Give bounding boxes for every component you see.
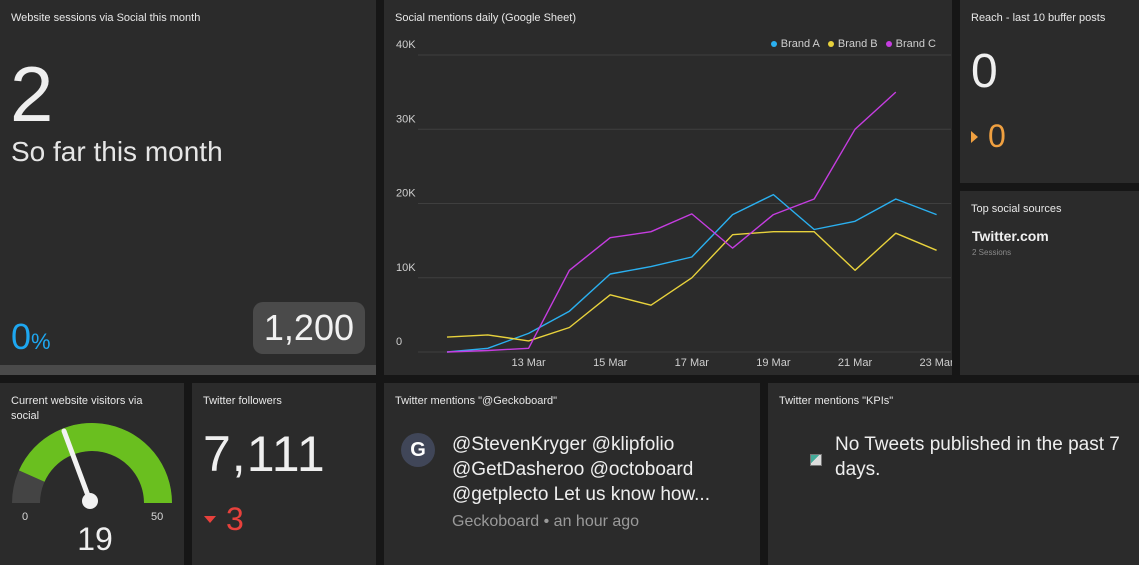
empty-state-text: No Tweets published in the past 7 days. [835, 434, 1120, 480]
reach-value: 0 [971, 45, 998, 98]
gauge-needle [61, 428, 93, 504]
y-tick-label: 10K [396, 262, 416, 274]
x-tick-label: 13 Mar [511, 357, 546, 369]
x-tick-label: 15 Mar [593, 357, 628, 369]
gauge-value: 19 [77, 521, 113, 557]
sessions-percent: 0% [11, 316, 51, 358]
sessions-subtitle: So far this month [11, 136, 223, 167]
legend-item-brand-a: Brand A [770, 38, 820, 50]
gauge-max-label: 50 [151, 511, 164, 523]
widget-title: Twitter mentions "@Geckoboard" [395, 395, 558, 407]
percent-value: 0 [11, 316, 32, 357]
reach-widget: Reach - last 10 buffer posts 0 0 [960, 0, 1139, 183]
triangle-down-icon [204, 516, 216, 523]
tweet-meta: Geckoboard • an hour ago [452, 513, 639, 531]
series-line-brand-c [446, 91, 897, 353]
widget-title: Reach - last 10 buffer posts [971, 12, 1106, 24]
tweet-separator: • [539, 513, 554, 530]
widget-title: Website sessions via Social this month [11, 12, 201, 24]
widget-title: Top social sources [971, 203, 1062, 215]
widget-title: Twitter mentions "KPIs" [779, 395, 894, 407]
tweet-time: an hour ago [553, 513, 640, 530]
visitors-gauge [12, 422, 173, 509]
legend-label: Brand C [895, 38, 936, 50]
gauge-fill [18, 422, 173, 503]
twitter-mentions-geckoboard-widget: Twitter mentions "@Geckoboard" G @Steven… [384, 383, 760, 565]
sources-widget: Top social sources Twitter.com 2 Session… [960, 191, 1139, 375]
y-tick-label: 30K [396, 113, 416, 125]
widget-title: Current website visitors via social [11, 395, 143, 422]
top-source-sessions: 2 Sessions [972, 248, 1012, 257]
y-tick-label: 20K [396, 188, 416, 200]
y-tick-label: 40K [396, 39, 416, 51]
x-tick-label: 19 Mar [756, 357, 791, 369]
mentions-chart-widget: Social mentions daily (Google Sheet) Bra… [384, 0, 952, 375]
widget-title: Twitter followers [203, 395, 282, 407]
tweet-text: @StevenKryger @klipfolio @GetDasheroo @o… [452, 434, 710, 505]
visitors-gauge-widget: Current website visitors via social 0 50… [0, 383, 184, 565]
sessions-value: 2 [10, 50, 54, 138]
legend-dot [827, 41, 834, 47]
gauge-needle-hub [82, 493, 98, 509]
chart-legend: Brand A Brand B Brand C [770, 38, 936, 50]
tweet-author: Geckoboard [452, 513, 540, 530]
mentions-chart: 0 10K 20K 30K 40K 13 Mar 15 Mar 17 Mar 19 Mar 21 … [396, 39, 952, 369]
gauge-min-label: 0 [22, 511, 29, 523]
legend-dot [885, 41, 892, 47]
series-line-brand-a [446, 193, 937, 353]
x-tick-label: 21 Mar [838, 357, 873, 369]
y-tick-label: 0 [396, 336, 402, 348]
x-tick-label: 23 Mar [919, 357, 952, 369]
followers-delta: 3 [204, 501, 244, 538]
broken-image-icon [810, 454, 822, 466]
widget-title: Social mentions daily (Google Sheet) [395, 12, 576, 24]
legend-label: Brand B [837, 38, 878, 50]
series-line-brand-b [446, 230, 937, 342]
sessions-goal: 1,200 [252, 302, 365, 354]
percent-unit: % [31, 329, 51, 354]
triangle-right-icon [971, 130, 978, 143]
legend-item-brand-c: Brand C [885, 38, 936, 50]
top-source-name: Twitter.com [972, 228, 1049, 244]
legend-label: Brand A [780, 38, 820, 50]
followers-value: 7,111 [203, 426, 326, 482]
reach-delta: 0 [971, 118, 1006, 155]
legend-dot [770, 41, 777, 47]
followers-delta-value: 3 [226, 501, 244, 537]
avatar: G [401, 433, 435, 467]
followers-widget: Twitter followers 7,111 3 [192, 383, 376, 565]
legend-item-brand-b: Brand B [827, 38, 878, 50]
sessions-progress-bar [0, 365, 376, 375]
twitter-mentions-kpis-widget: Twitter mentions "KPIs" No Tweets publis… [768, 383, 1139, 565]
x-tick-label: 17 Mar [675, 357, 710, 369]
reach-delta-value: 0 [988, 118, 1006, 154]
sessions-widget: Website sessions via Social this month 2… [0, 0, 376, 375]
